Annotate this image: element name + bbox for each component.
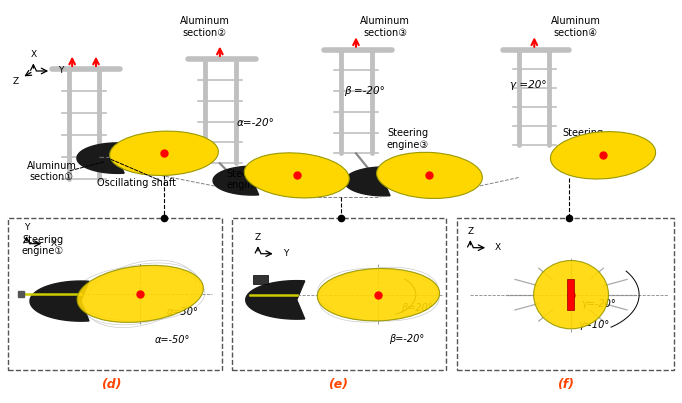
Text: β =-20°: β =-20°: [344, 86, 385, 96]
Ellipse shape: [317, 268, 440, 321]
Polygon shape: [246, 280, 305, 319]
Text: Y: Y: [58, 66, 63, 75]
Text: Z: Z: [467, 227, 473, 236]
Text: γ =20°: γ =20°: [510, 80, 546, 90]
Text: Aluminum
section①: Aluminum section①: [27, 160, 76, 182]
Text: β=20°: β=20°: [401, 303, 433, 313]
Polygon shape: [213, 166, 258, 195]
Text: α=-50°: α=-50°: [155, 335, 190, 345]
Text: Y: Y: [24, 223, 29, 232]
Text: Aluminum
section③: Aluminum section③: [360, 16, 410, 37]
Text: X: X: [51, 239, 57, 248]
Text: X: X: [30, 50, 36, 59]
Ellipse shape: [110, 131, 218, 175]
Text: β=-20°: β=-20°: [389, 334, 425, 344]
Ellipse shape: [77, 265, 203, 322]
Text: (d): (d): [102, 378, 122, 391]
Text: α=30°: α=30°: [167, 307, 199, 317]
Text: α=-20°: α=-20°: [237, 118, 275, 128]
Bar: [457, 218, 674, 370]
Polygon shape: [30, 281, 89, 321]
Text: Aluminum
section④: Aluminum section④: [551, 16, 601, 37]
Text: X: X: [494, 243, 501, 252]
Text: Aluminum
section②: Aluminum section②: [180, 16, 230, 37]
Bar: [8, 218, 222, 370]
Text: Oscillating shaft: Oscillating shaft: [98, 179, 177, 189]
Text: Steering
engine③: Steering engine③: [387, 129, 429, 150]
Text: Steering
engine①: Steering engine①: [22, 235, 64, 256]
Ellipse shape: [376, 152, 482, 199]
Text: γ=-20°: γ=-20°: [581, 299, 616, 309]
Polygon shape: [344, 167, 390, 196]
Text: Z: Z: [255, 233, 261, 242]
Text: Y: Y: [283, 249, 288, 258]
Text: γ=10°: γ=10°: [578, 320, 610, 330]
Text: Steering
engine②: Steering engine②: [226, 168, 268, 190]
Ellipse shape: [533, 260, 608, 329]
Polygon shape: [77, 143, 124, 173]
Ellipse shape: [550, 132, 655, 179]
Text: Z: Z: [12, 77, 18, 86]
Text: Steering
engine④: Steering engine④: [561, 129, 604, 150]
Text: (e): (e): [327, 378, 348, 391]
Ellipse shape: [244, 153, 349, 198]
Bar: [232, 218, 447, 370]
Text: (f): (f): [557, 378, 574, 391]
Bar: [567, 279, 574, 310]
Bar: [253, 275, 268, 284]
